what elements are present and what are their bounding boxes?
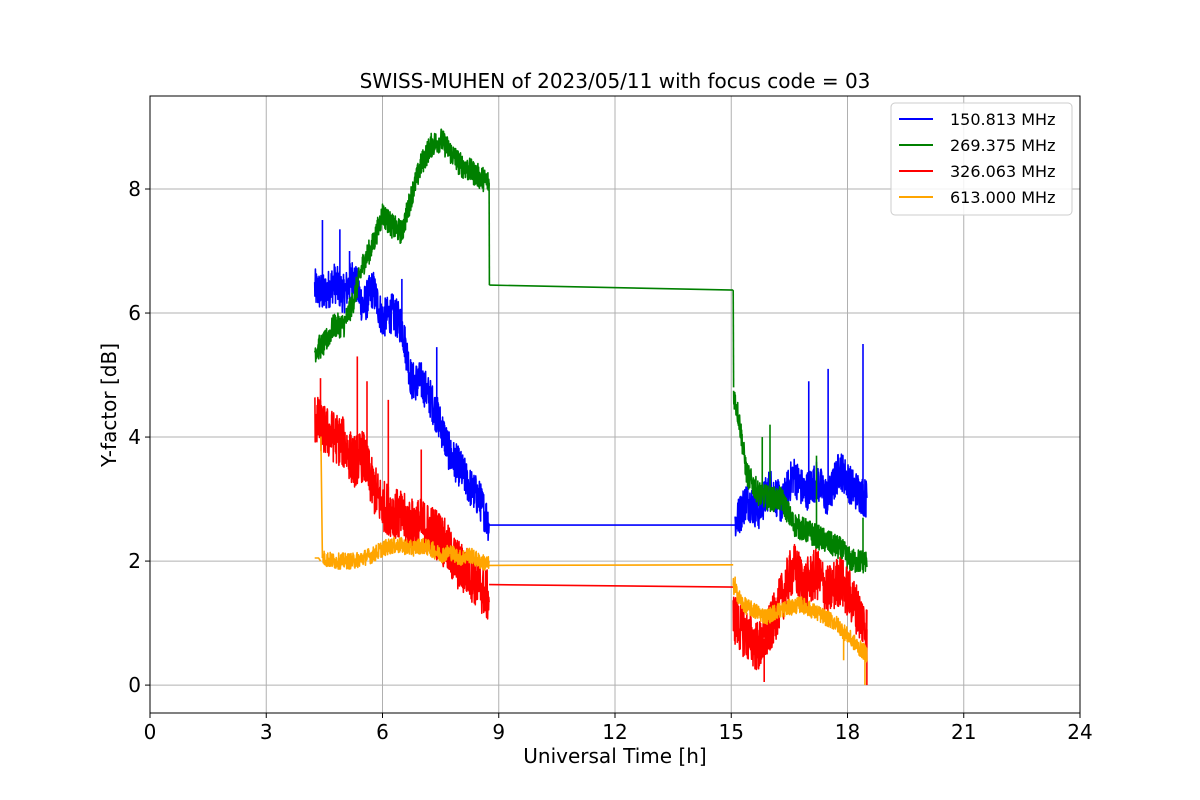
legend-label: 613.000 MHz xyxy=(950,188,1055,207)
series-line xyxy=(321,536,490,571)
x-tick-label: 3 xyxy=(260,720,273,744)
y-tick-label: 8 xyxy=(128,177,141,201)
legend: 150.813 MHz 269.375 MHz 326.063 MHz 613.000… xyxy=(890,102,1073,216)
series-line xyxy=(320,436,324,559)
x-tick-label: 21 xyxy=(951,720,976,744)
y-tick-label: 6 xyxy=(128,301,141,325)
y-tick-label: 4 xyxy=(128,425,141,449)
x-tick-label: 9 xyxy=(492,720,505,744)
series-line xyxy=(732,543,868,671)
chart-title: SWISS-MUHEN of 2023/05/11 with focus cod… xyxy=(360,69,871,93)
series-2 xyxy=(314,356,868,686)
series-3 xyxy=(314,436,868,686)
series-line xyxy=(732,577,868,663)
series-line xyxy=(313,128,490,363)
series-1 xyxy=(313,128,868,574)
legend-label: 269.375 MHz xyxy=(950,136,1055,155)
legend-label: 326.063 MHz xyxy=(950,162,1055,181)
series-line xyxy=(314,396,490,620)
x-tick-label: 24 xyxy=(1067,720,1092,744)
x-axis-label: Universal Time [h] xyxy=(523,744,706,768)
x-tick-label: 0 xyxy=(144,720,157,744)
y-tick-label: 0 xyxy=(128,673,141,697)
x-axis: 0 3 6 9 12 15 18 21 24 xyxy=(144,713,1093,744)
plot-area xyxy=(313,128,868,686)
series-line xyxy=(489,564,734,567)
y-axis-label: Y-factor [dB] xyxy=(97,343,121,468)
y-tick-label: 2 xyxy=(128,549,141,573)
series-line xyxy=(314,557,322,562)
x-tick-label: 12 xyxy=(602,720,627,744)
y-axis: 0 2 4 6 8 xyxy=(128,177,150,697)
x-tick-label: 15 xyxy=(719,720,744,744)
legend-box xyxy=(890,102,1073,216)
series-line xyxy=(489,583,734,588)
x-tick-label: 18 xyxy=(835,720,860,744)
legend-label: 150.813 MHz xyxy=(950,110,1055,129)
series-line xyxy=(489,284,734,291)
x-tick-label: 6 xyxy=(376,720,389,744)
series-0 xyxy=(313,220,868,541)
series-line xyxy=(732,390,868,574)
